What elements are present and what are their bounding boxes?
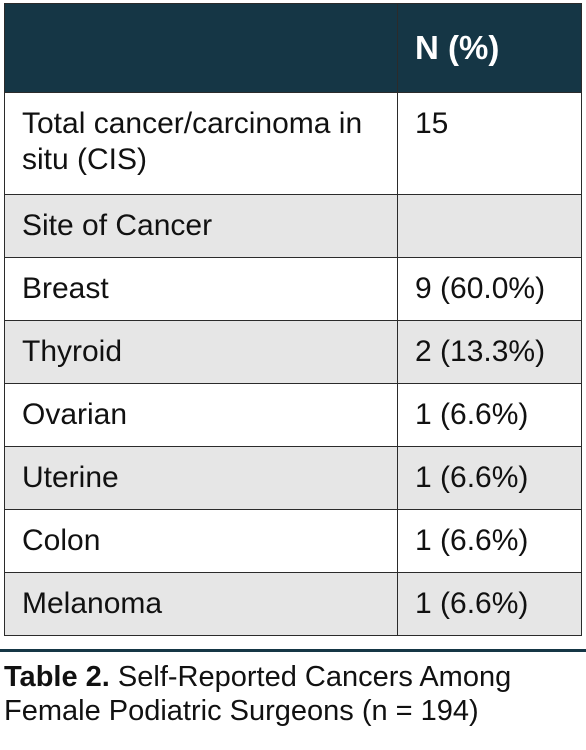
row-label: Thyroid (4, 320, 398, 384)
row-label: Melanoma (4, 572, 398, 636)
table-header-row: N (%) (4, 3, 582, 93)
row-label: Colon (4, 509, 398, 573)
caption-label: Table 2. (4, 661, 110, 693)
row-value: 1 (6.6%) (397, 572, 582, 636)
header-cell-label (4, 3, 398, 93)
row-label: Ovarian (4, 383, 398, 447)
cancer-table: N (%) Total cancer/carcinoma in situ (CI… (4, 3, 582, 636)
table-row: Colon 1 (6.6%) (4, 509, 582, 573)
caption-text: Self-Reported Cancers Among Female Podia… (4, 661, 512, 727)
row-label: Uterine (4, 446, 398, 510)
table-row: Ovarian 1 (6.6%) (4, 383, 582, 447)
row-value: 2 (13.3%) (397, 320, 582, 384)
row-value: 1 (6.6%) (397, 383, 582, 447)
row-value: 15 (397, 92, 582, 195)
table-row: Total cancer/carcinoma in situ (CIS) 15 (4, 92, 582, 195)
table-caption: Table 2. Self-Reported Cancers Among Fem… (4, 660, 579, 728)
table-row: Breast 9 (60.0%) (4, 257, 582, 321)
row-value (397, 194, 582, 258)
table-row: Thyroid 2 (13.3%) (4, 320, 582, 384)
row-value: 1 (6.6%) (397, 446, 582, 510)
row-value: 1 (6.6%) (397, 509, 582, 573)
table-row: Site of Cancer (4, 194, 582, 258)
row-label: Total cancer/carcinoma in situ (CIS) (4, 92, 398, 195)
table-row: Uterine 1 (6.6%) (4, 446, 582, 510)
header-cell-n-percent: N (%) (397, 3, 582, 93)
row-value: 9 (60.0%) (397, 257, 582, 321)
row-label: Breast (4, 257, 398, 321)
table-row: Melanoma 1 (6.6%) (4, 572, 582, 636)
caption-divider (0, 649, 586, 652)
row-label: Site of Cancer (4, 194, 398, 258)
